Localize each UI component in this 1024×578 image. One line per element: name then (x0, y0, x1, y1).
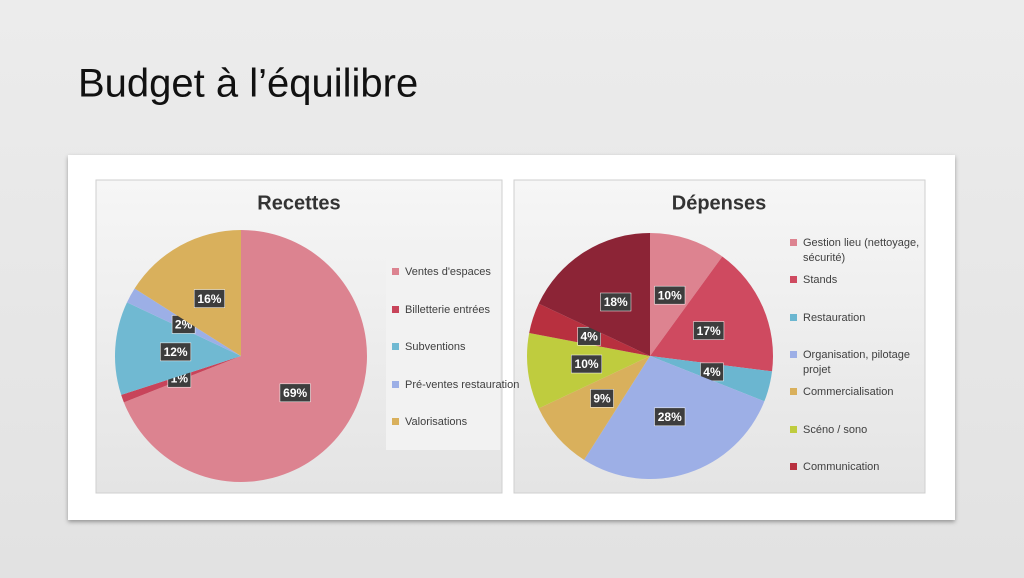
legend-swatch (392, 380, 399, 388)
legend-swatch (392, 305, 399, 313)
legend-item: Commercialisation (790, 385, 921, 400)
pie-slice (538, 233, 650, 356)
legend-label: Communication (803, 460, 880, 473)
data-label-box (693, 321, 725, 340)
data-label-box (571, 354, 603, 374)
legend-swatch (392, 418, 399, 425)
data-label-box (654, 407, 686, 427)
data-label: 69% (283, 386, 307, 400)
legend-label: Pré-ventes restauration (405, 378, 520, 391)
legend-swatch (392, 268, 399, 275)
legend-label: Gestion lieu (nettoyage, sécurité) (803, 237, 920, 264)
data-label-box (160, 342, 192, 362)
legend-item: Subventions (392, 340, 523, 355)
legend-item: Stands (790, 273, 921, 288)
legend-box (386, 255, 500, 450)
legend-item: Gestion lieu (nettoyage, sécurité) (790, 236, 921, 266)
legend-label: Organisation, pilotage projet (803, 348, 911, 376)
data-label-box (193, 289, 225, 308)
legend-item: Communication (790, 460, 921, 475)
legend-swatch (790, 388, 797, 396)
pie-slice (134, 230, 241, 356)
data-label: 4% (703, 365, 721, 379)
data-label: 10% (658, 288, 682, 302)
data-label: 12% (164, 345, 188, 359)
legend-swatch (790, 313, 797, 321)
legend-label: Commercialisation (803, 386, 894, 399)
data-label: 18% (604, 295, 628, 309)
pie-slice (123, 230, 367, 483)
legend-item: Pré-ventes restauration (392, 378, 523, 393)
legend-item: Scéno / sono (790, 423, 921, 438)
chart-title: Dépenses (672, 192, 767, 214)
pie-slice (650, 256, 773, 372)
legend-swatch (790, 239, 797, 246)
legend-label: Restauration (803, 311, 866, 324)
legend-swatch (392, 343, 399, 350)
legend-swatch (790, 462, 797, 470)
data-label: 10% (575, 357, 599, 371)
legend-item: Ventes d'espaces (392, 265, 523, 280)
data-label: 17% (697, 324, 721, 338)
legend-swatch (790, 425, 797, 433)
legend-swatch (790, 276, 797, 284)
legend-item: Organisation, pilotage projet (790, 348, 921, 378)
data-label: 4% (580, 329, 598, 343)
data-label-box (279, 383, 311, 403)
legend-item: Billetterie entrées (392, 303, 523, 318)
legend-label: Ventes d'espaces (405, 266, 491, 278)
legend-swatch (790, 350, 797, 358)
legend-label: Valorisations (405, 416, 468, 428)
data-label-box (600, 292, 632, 312)
legend-label: Stands (803, 274, 838, 287)
pie-slice (650, 233, 723, 356)
legend-label: Subventions (405, 341, 466, 353)
legend-item: Valorisations (392, 415, 523, 430)
data-label-box (654, 285, 686, 305)
data-label-box (590, 389, 614, 408)
data-label: 28% (658, 410, 682, 424)
legend-label: Billetterie entrées (405, 303, 490, 316)
legend-label: Scéno / sono (803, 423, 868, 436)
data-label: 9% (593, 391, 611, 405)
data-label: 16% (197, 292, 221, 306)
slide-title: Budget à l’équilibre (78, 62, 418, 106)
legend-item: Restauration (790, 311, 921, 326)
chart-title: Recettes (257, 192, 340, 214)
pie-slice (538, 356, 650, 460)
